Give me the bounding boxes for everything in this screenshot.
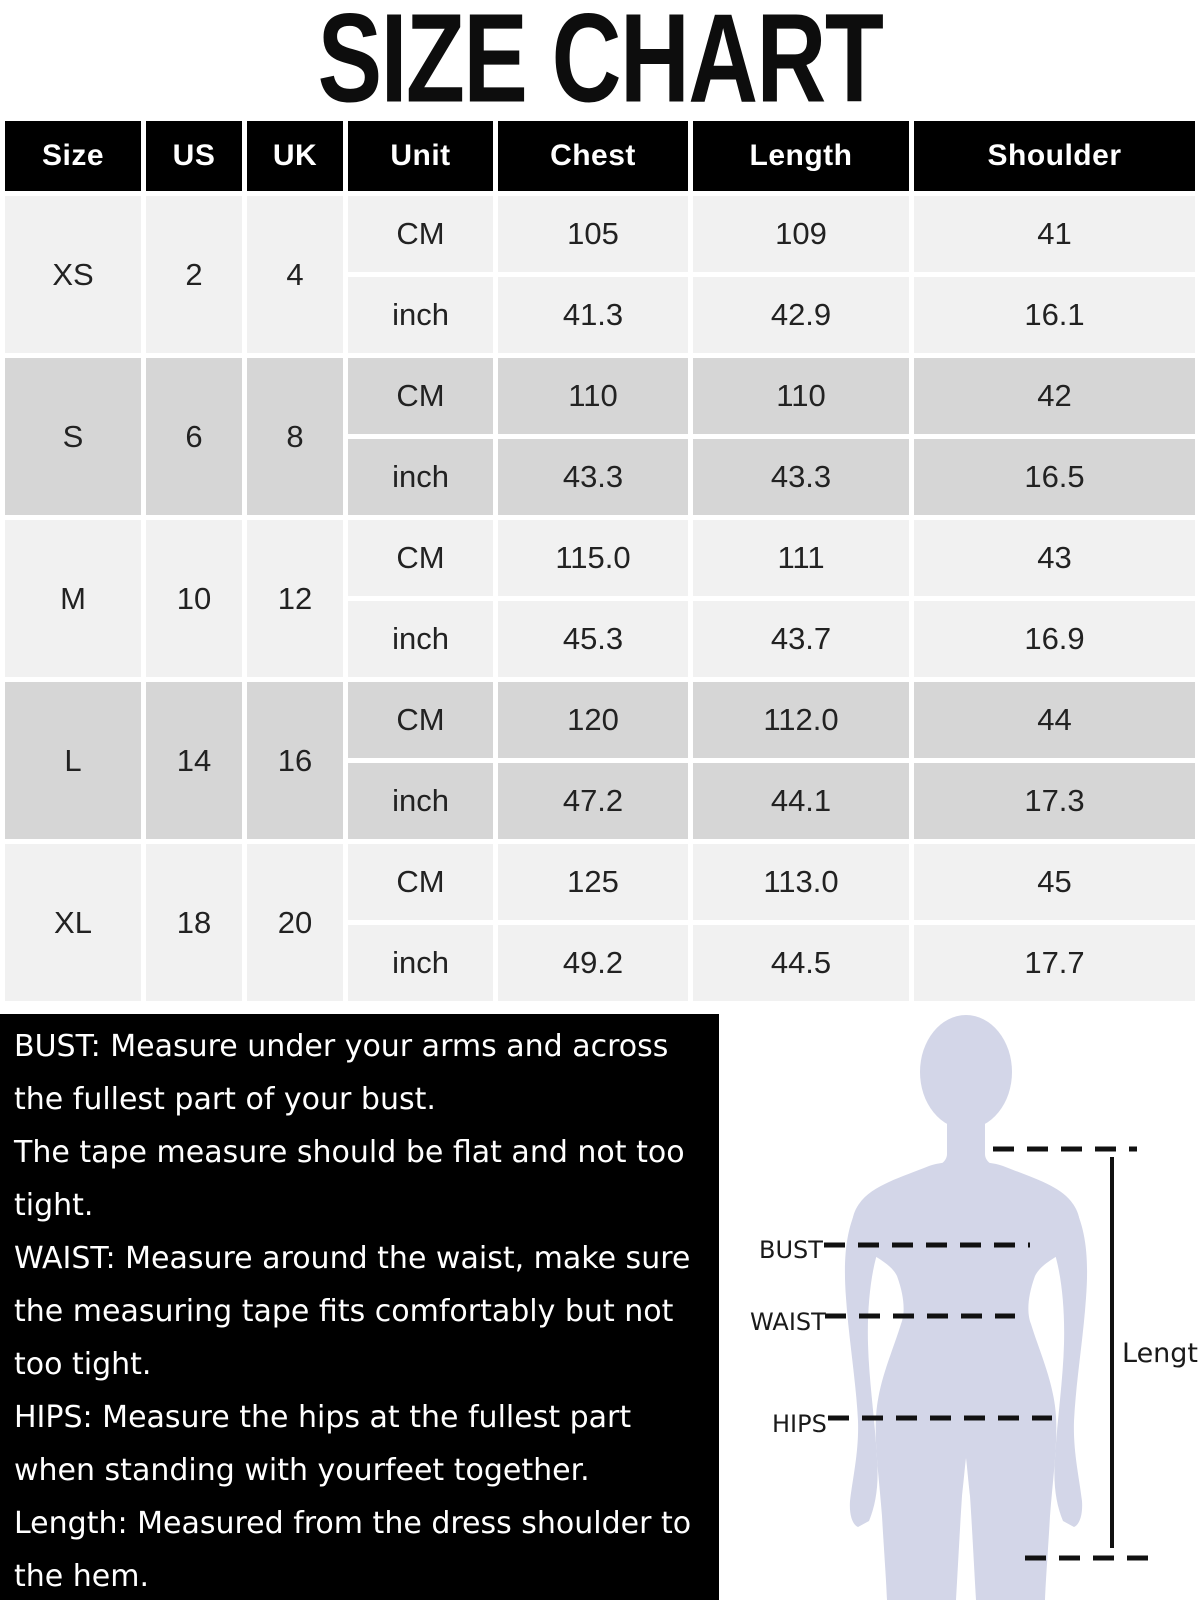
bottom-section: BUST: Measure under your arms and across… [0,1006,1200,1600]
cell-us: 2 [146,196,242,353]
cell-unit: CM [348,520,493,596]
bust-label: BUST [759,1236,823,1264]
cell-uk: 16 [247,682,343,839]
cell-shoulder: 44 [914,682,1195,758]
cell-shoulder: 16.5 [914,439,1195,515]
cell-us: 10 [146,520,242,677]
column-header-uk: UK [247,121,343,191]
cell-uk: 8 [247,358,343,515]
cell-shoulder: 41 [914,196,1195,272]
cell-length: 42.9 [693,277,909,353]
cell-us: 6 [146,358,242,515]
cell-unit: inch [348,277,493,353]
cell-chest: 45.3 [498,601,688,677]
cell-size: L [5,682,141,839]
title-bar: SIZE CHART [0,0,1200,122]
instruction-paragraph-length: Length: Measured from the dress shoulder… [14,1506,692,1594]
cell-length: 43.7 [693,601,909,677]
cell-us: 18 [146,844,242,1001]
table-row: inch 43.3 43.3 16.5 [5,439,1195,515]
instruction-paragraph-waist: WAIST: Measure around the waist, make su… [14,1241,691,1382]
cell-uk: 4 [247,196,343,353]
header-row: Size US UK Unit Chest Length Shoulder [5,121,1195,191]
table-row: inch 47.2 44.1 17.3 [5,763,1195,839]
cell-chest: 41.3 [498,277,688,353]
cell-unit: CM [348,196,493,272]
measurement-instructions: BUST: Measure under your arms and across… [0,1014,719,1600]
cell-chest: 47.2 [498,763,688,839]
cell-us: 14 [146,682,242,839]
cell-shoulder: 42 [914,358,1195,434]
page-title: SIZE CHART [317,0,884,130]
table-row: S 6 8 CM 110 110 42 [5,358,1195,515]
waist-label: WAIST [750,1308,826,1336]
cell-chest: 105 [498,196,688,272]
table-row: XL 18 20 CM 125 113.0 45 [5,844,1195,1001]
instruction-paragraph-bust: BUST: Measure under your arms and across… [14,1029,669,1117]
cell-length: 109 [693,196,909,272]
cell-size: XL [5,844,141,1001]
body-silhouette [844,1015,1088,1600]
column-header-shoulder: Shoulder [914,121,1195,191]
table-row: M 10 12 CM 115.0 111 43 [5,520,1195,677]
table-row: L 14 16 CM 120 112.0 44 [5,682,1195,839]
cell-unit: inch [348,763,493,839]
table-row: inch 49.2 44.5 17.7 [5,925,1195,1001]
column-header-us: US [146,121,242,191]
cell-chest: 115.0 [498,520,688,596]
cell-shoulder: 16.9 [914,601,1195,677]
cell-unit: CM [348,844,493,920]
cell-size: S [5,358,141,515]
hips-label: HIPS [772,1410,827,1438]
cell-length: 44.1 [693,763,909,839]
cell-chest: 120 [498,682,688,758]
cell-chest: 110 [498,358,688,434]
cell-shoulder: 17.3 [914,763,1195,839]
cell-chest: 125 [498,844,688,920]
instruction-paragraph-hips: HIPS: Measure the hips at the fullest pa… [14,1400,632,1488]
cell-length: 43.3 [693,439,909,515]
cell-length: 111 [693,520,909,596]
size-table: Size US UK Unit Chest Length Shoulder XS… [0,116,1200,1006]
cell-shoulder: 45 [914,844,1195,920]
cell-shoulder: 16.1 [914,277,1195,353]
body-diagram: BUST WAIST HIPS Length [719,1006,1200,1600]
cell-size: XS [5,196,141,353]
column-header-chest: Chest [498,121,688,191]
column-header-size: Size [5,121,141,191]
cell-chest: 43.3 [498,439,688,515]
cell-length: 110 [693,358,909,434]
cell-unit: inch [348,439,493,515]
cell-length: 44.5 [693,925,909,1001]
column-header-unit: Unit [348,121,493,191]
cell-unit: inch [348,925,493,1001]
cell-length: 113.0 [693,844,909,920]
cell-chest: 49.2 [498,925,688,1001]
cell-uk: 20 [247,844,343,1001]
cell-length: 112.0 [693,682,909,758]
table-row: inch 45.3 43.7 16.9 [5,601,1195,677]
table-row: XS 2 4 CM 105 109 41 [5,196,1195,353]
cell-unit: CM [348,358,493,434]
cell-uk: 12 [247,520,343,677]
cell-unit: CM [348,682,493,758]
cell-size: M [5,520,141,677]
instruction-paragraph-tape: The tape measure should be flat and not … [14,1135,685,1223]
column-header-length: Length [693,121,909,191]
cell-shoulder: 17.7 [914,925,1195,1001]
length-label: Length [1122,1338,1200,1369]
body-diagram-svg: BUST WAIST HIPS Length [750,1015,1200,1600]
table-row: inch 41.3 42.9 16.1 [5,277,1195,353]
cell-shoulder: 43 [914,520,1195,596]
cell-unit: inch [348,601,493,677]
